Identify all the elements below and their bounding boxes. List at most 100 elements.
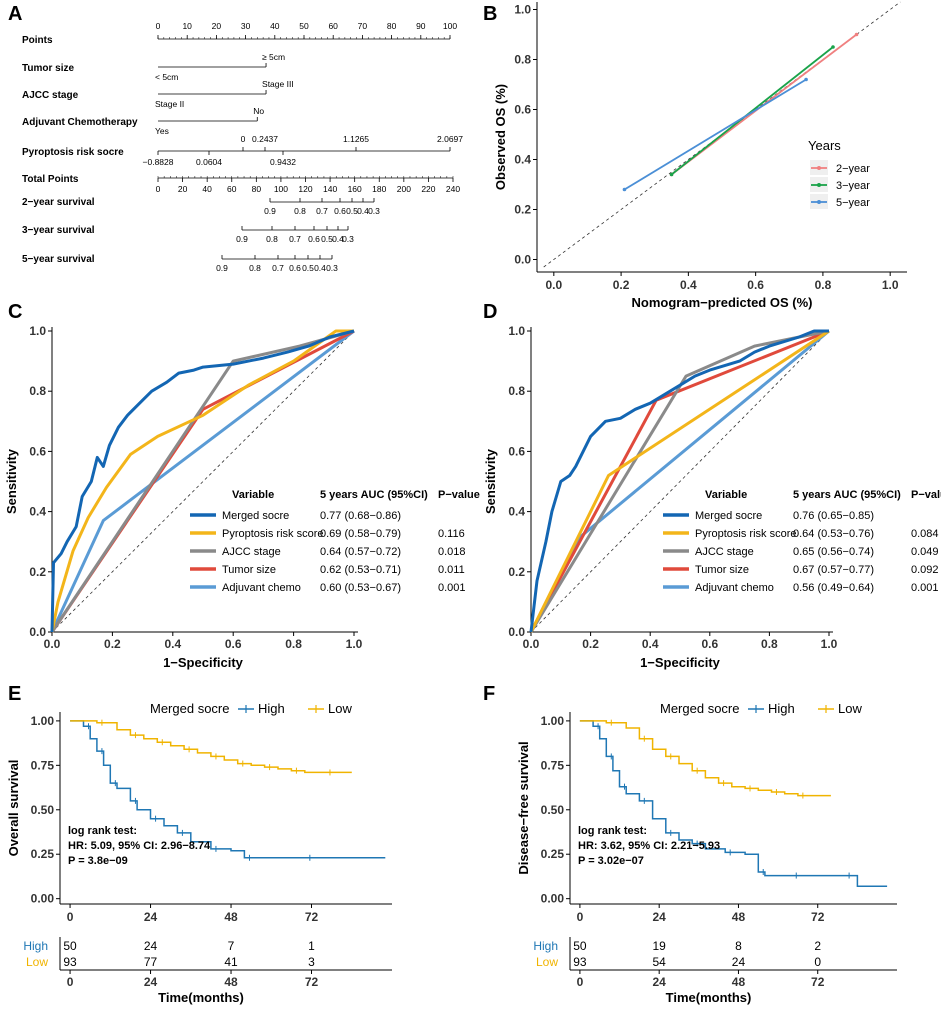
- y-tick-label: 0.25: [31, 847, 55, 861]
- risk-table-count: 24: [732, 955, 746, 969]
- total-points-tick-label: 20: [178, 184, 188, 194]
- x-axis-title: 1−Specificity: [163, 655, 244, 670]
- nomogram-upper-label: 2.0697: [437, 134, 463, 144]
- x-tick-label: 48: [732, 910, 746, 924]
- legend-label: High: [258, 701, 285, 716]
- x-tick-label: 0.2: [104, 637, 121, 651]
- y-tick-label: 0.6: [508, 444, 525, 458]
- km-os-panel: 0 24 48 72 0.00 0.25 0.50 0.75 1.00 Overall survi…: [6, 701, 392, 1005]
- x-axis-title: Time(months): [158, 990, 244, 1005]
- y-tick-label: 0.8: [514, 53, 531, 67]
- total-points-tick-label: 80: [252, 184, 262, 194]
- table-header: P−value: [438, 489, 480, 501]
- table-header: 5 years AUC (95%CI): [793, 489, 901, 501]
- legend-label: Low: [838, 701, 862, 716]
- legend-label: High: [768, 701, 795, 716]
- table-variable: Pyroptosis risk score: [695, 528, 796, 540]
- nomogram-panel: Points 0 10 20 30 40 50 60 70 80 90 100 Tumor size ≥ …: [22, 21, 463, 273]
- panel-label-c: C: [8, 301, 22, 323]
- points-axis-tick-label: 70: [358, 21, 368, 31]
- y-tick-label: 0.0: [514, 253, 531, 267]
- survival-axis-label: 0.4: [357, 206, 369, 216]
- y-tick-label: 0.8: [508, 384, 525, 398]
- x-tick-label: 72: [305, 910, 319, 924]
- table-variable: AJCC stage: [222, 546, 281, 558]
- y-tick-label: 0.75: [541, 758, 565, 772]
- roc-curve: [50, 329, 355, 633]
- nomogram-row-label: Tumor size: [22, 63, 74, 74]
- survival-axis-label: 0.5: [346, 206, 358, 216]
- survival-axis-label: 0.4: [332, 234, 344, 244]
- x-tick-label: 0: [577, 910, 584, 924]
- table-variable: Merged socre: [222, 510, 289, 522]
- survival-axis-label: 0.9: [216, 263, 228, 273]
- points-axis-tick-label: 20: [212, 21, 222, 31]
- x-tick-label: 0.6: [701, 637, 718, 651]
- y-axis-title: Sensitivity: [483, 448, 498, 514]
- legend-title: Years: [808, 138, 841, 153]
- roc-dfs-panel: 0.0 0.2 0.4 0.6 0.8 1.0 0.0 0.2 0.4 0.6 0.8 1.0 1−Sp…: [483, 324, 941, 670]
- risk-x-tick-label: 72: [305, 975, 319, 989]
- risk-table-count: 2: [814, 939, 821, 953]
- survival-axis-label: 0.7: [272, 263, 284, 273]
- x-tick-label: 0.8: [815, 278, 832, 292]
- calibration-point: [804, 77, 808, 82]
- table-auc: 0.76 (0.65−0.85): [793, 510, 874, 522]
- total-points-tick-label: 220: [421, 184, 435, 194]
- table-pvalue: 0.116: [438, 528, 465, 540]
- risk-table-count: 1: [308, 939, 315, 953]
- y-tick-label: 0.6: [514, 103, 531, 117]
- panel-label-e: E: [8, 683, 21, 705]
- logrank-annotation: log rank test:: [68, 825, 137, 837]
- logrank-annotation: HR: 5.09, 95% CI: 2.96−8.74: [68, 840, 211, 852]
- risk-table-count: 50: [63, 939, 77, 953]
- risk-table-label: High: [533, 939, 558, 953]
- survival-axis-label: 0.8: [294, 206, 306, 216]
- table-pvalue: 0.049: [911, 546, 939, 558]
- table-auc: 0.64 (0.57−0.72): [320, 546, 401, 558]
- risk-x-tick-label: 24: [653, 975, 667, 989]
- points-axis-tick-label: 40: [270, 21, 280, 31]
- table-pvalue: 0.084: [911, 528, 939, 540]
- legend-key-point: [817, 183, 821, 187]
- risk-table-count: 8: [735, 939, 742, 953]
- calibration-line: [670, 46, 834, 176]
- legend-label: 5−year: [836, 197, 870, 209]
- y-tick-label: 0.50: [31, 803, 55, 817]
- total-points-tick-label: 60: [227, 184, 237, 194]
- y-tick-label: 0.4: [514, 153, 531, 167]
- table-header: 5 years AUC (95%CI): [320, 489, 428, 501]
- total-points-tick-label: 140: [323, 184, 337, 194]
- y-tick-label: 0.2: [514, 203, 531, 217]
- roc-curve: [529, 329, 830, 633]
- nomogram-upper-label: 0.2437: [252, 134, 278, 144]
- nomogram-row-label: 5−year survival: [22, 254, 95, 265]
- total-points-tick-label: 120: [298, 184, 312, 194]
- chance-line: [530, 330, 830, 633]
- survival-axis-label: 0.9: [264, 206, 276, 216]
- survival-axis-label: 0.6: [308, 234, 320, 244]
- calibration-point: [669, 172, 674, 177]
- survival-axis-label: 0.7: [289, 234, 301, 244]
- table-auc: 0.69 (0.58−0.79): [320, 528, 401, 540]
- logrank-annotation: P = 3.8e−09: [68, 855, 128, 867]
- panel-label-f: F: [483, 683, 495, 705]
- table-auc: 0.77 (0.68−0.86): [320, 510, 401, 522]
- points-axis-tick-label: 30: [241, 21, 251, 31]
- points-axis-tick-label: 0: [156, 21, 161, 31]
- table-variable: Adjuvant chemo: [222, 582, 301, 594]
- calibration-point: [831, 45, 835, 49]
- legend-label: Low: [328, 701, 352, 716]
- y-tick-label: 1.00: [31, 714, 55, 728]
- table-variable: Merged socre: [695, 510, 762, 522]
- y-axis-title: Sensitivity: [4, 448, 19, 514]
- survival-axis-label: 0.3: [342, 234, 354, 244]
- table-auc: 0.64 (0.53−0.76): [793, 528, 874, 540]
- calibration-panel: 0.0 0.2 0.4 0.6 0.8 1.0 0.0 0.2 0.4 0.6 0.8 1.0 Nomo…: [493, 1, 907, 310]
- table-header: Variable: [232, 489, 274, 501]
- nomogram-row-label: 2−year survival: [22, 197, 95, 208]
- nomogram-row-label: Points: [22, 35, 53, 46]
- y-tick-label: 0.75: [31, 758, 55, 772]
- y-tick-label: 0.4: [508, 505, 525, 519]
- table-auc: 0.62 (0.53−0.71): [320, 564, 401, 576]
